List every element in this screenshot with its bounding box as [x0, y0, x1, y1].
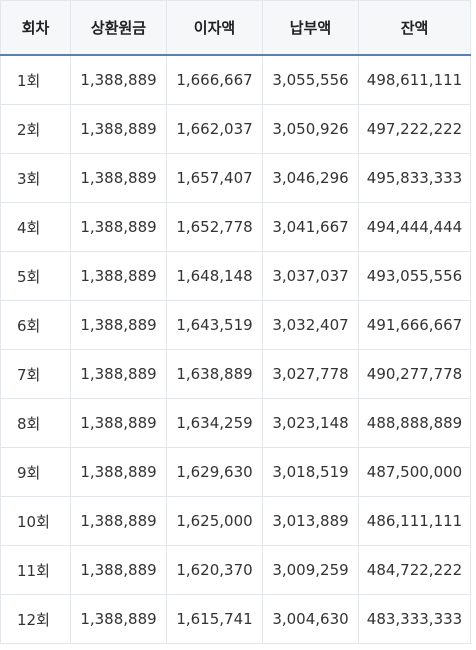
table-body: 1회 1,388,889 1,666,667 3,055,556 498,611,111…: [0, 55, 471, 644]
cell-payment: 3,041,667: [262, 202, 359, 252]
cell-payment: 3,050,926: [262, 104, 359, 154]
cell-installment: 6회: [0, 300, 71, 350]
cell-balance: 483,333,333: [358, 594, 471, 644]
cell-payment: 3,032,407: [262, 300, 359, 350]
cell-interest: 1,634,259: [166, 398, 263, 448]
cell-payment: 3,037,037: [262, 251, 359, 301]
cell-installment: 12회: [0, 594, 71, 644]
table-row: 7회 1,388,889 1,638,889 3,027,778 490,277,778: [0, 349, 471, 399]
cell-principal: 1,388,889: [70, 447, 167, 497]
header-payment: 납부액: [262, 0, 359, 56]
cell-interest: 1,643,519: [166, 300, 263, 350]
cell-principal: 1,388,889: [70, 251, 167, 301]
cell-balance: 484,722,222: [358, 545, 471, 595]
table-row: 3회 1,388,889 1,657,407 3,046,296 495,833,333: [0, 153, 471, 203]
header-interest: 이자액: [166, 0, 263, 56]
cell-interest: 1,620,370: [166, 545, 263, 595]
cell-balance: 493,055,556: [358, 251, 471, 301]
cell-interest: 1,629,630: [166, 447, 263, 497]
table-row: 6회 1,388,889 1,643,519 3,032,407 491,666,667: [0, 300, 471, 350]
cell-balance: 486,111,111: [358, 496, 471, 546]
table-row: 1회 1,388,889 1,666,667 3,055,556 498,611,111: [0, 55, 471, 105]
cell-payment: 3,055,556: [262, 55, 359, 105]
cell-balance: 488,888,889: [358, 398, 471, 448]
cell-payment: 3,046,296: [262, 153, 359, 203]
cell-balance: 490,277,778: [358, 349, 471, 399]
header-balance: 잔액: [358, 0, 471, 56]
cell-payment: 3,009,259: [262, 545, 359, 595]
cell-installment: 7회: [0, 349, 71, 399]
cell-interest: 1,652,778: [166, 202, 263, 252]
cell-principal: 1,388,889: [70, 349, 167, 399]
cell-installment: 4회: [0, 202, 71, 252]
cell-installment: 8회: [0, 398, 71, 448]
cell-installment: 2회: [0, 104, 71, 154]
cell-principal: 1,388,889: [70, 398, 167, 448]
table-row: 10회 1,388,889 1,625,000 3,013,889 486,111,11…: [0, 496, 471, 546]
header-row: 회차 상환원금 이자액 납부액 잔액: [0, 0, 471, 56]
table-row: 5회 1,388,889 1,648,148 3,037,037 493,055,556: [0, 251, 471, 301]
cell-installment: 10회: [0, 496, 71, 546]
table-row: 11회 1,388,889 1,620,370 3,009,259 484,722,22…: [0, 545, 471, 595]
cell-principal: 1,388,889: [70, 594, 167, 644]
cell-principal: 1,388,889: [70, 104, 167, 154]
cell-payment: 3,004,630: [262, 594, 359, 644]
cell-interest: 1,625,000: [166, 496, 263, 546]
header-installment: 회차: [0, 0, 71, 56]
table-row: 8회 1,388,889 1,634,259 3,023,148 488,888,889: [0, 398, 471, 448]
cell-balance: 491,666,667: [358, 300, 471, 350]
cell-installment: 3회: [0, 153, 71, 203]
table-row: 2회 1,388,889 1,662,037 3,050,926 497,222,222: [0, 104, 471, 154]
cell-installment: 5회: [0, 251, 71, 301]
cell-principal: 1,388,889: [70, 545, 167, 595]
cell-payment: 3,013,889: [262, 496, 359, 546]
cell-interest: 1,648,148: [166, 251, 263, 301]
cell-installment: 11회: [0, 545, 71, 595]
cell-interest: 1,662,037: [166, 104, 263, 154]
cell-installment: 9회: [0, 447, 71, 497]
cell-interest: 1,657,407: [166, 153, 263, 203]
table-row: 4회 1,388,889 1,652,778 3,041,667 494,444,444: [0, 202, 471, 252]
cell-interest: 1,615,741: [166, 594, 263, 644]
cell-principal: 1,388,889: [70, 202, 167, 252]
table-row: 12회 1,388,889 1,615,741 3,004,630 483,333,33…: [0, 594, 471, 644]
cell-principal: 1,388,889: [70, 496, 167, 546]
cell-principal: 1,388,889: [70, 300, 167, 350]
cell-balance: 487,500,000: [358, 447, 471, 497]
cell-principal: 1,388,889: [70, 55, 167, 105]
cell-interest: 1,638,889: [166, 349, 263, 399]
cell-installment: 1회: [0, 55, 71, 105]
cell-payment: 3,023,148: [262, 398, 359, 448]
cell-balance: 494,444,444: [358, 202, 471, 252]
cell-payment: 3,027,778: [262, 349, 359, 399]
cell-balance: 497,222,222: [358, 104, 471, 154]
cell-payment: 3,018,519: [262, 447, 359, 497]
cell-interest: 1,666,667: [166, 55, 263, 105]
cell-balance: 498,611,111: [358, 55, 471, 105]
table-row: 9회 1,388,889 1,629,630 3,018,519 487,500,000: [0, 447, 471, 497]
cell-principal: 1,388,889: [70, 153, 167, 203]
header-principal: 상환원금: [70, 0, 167, 56]
cell-balance: 495,833,333: [358, 153, 471, 203]
